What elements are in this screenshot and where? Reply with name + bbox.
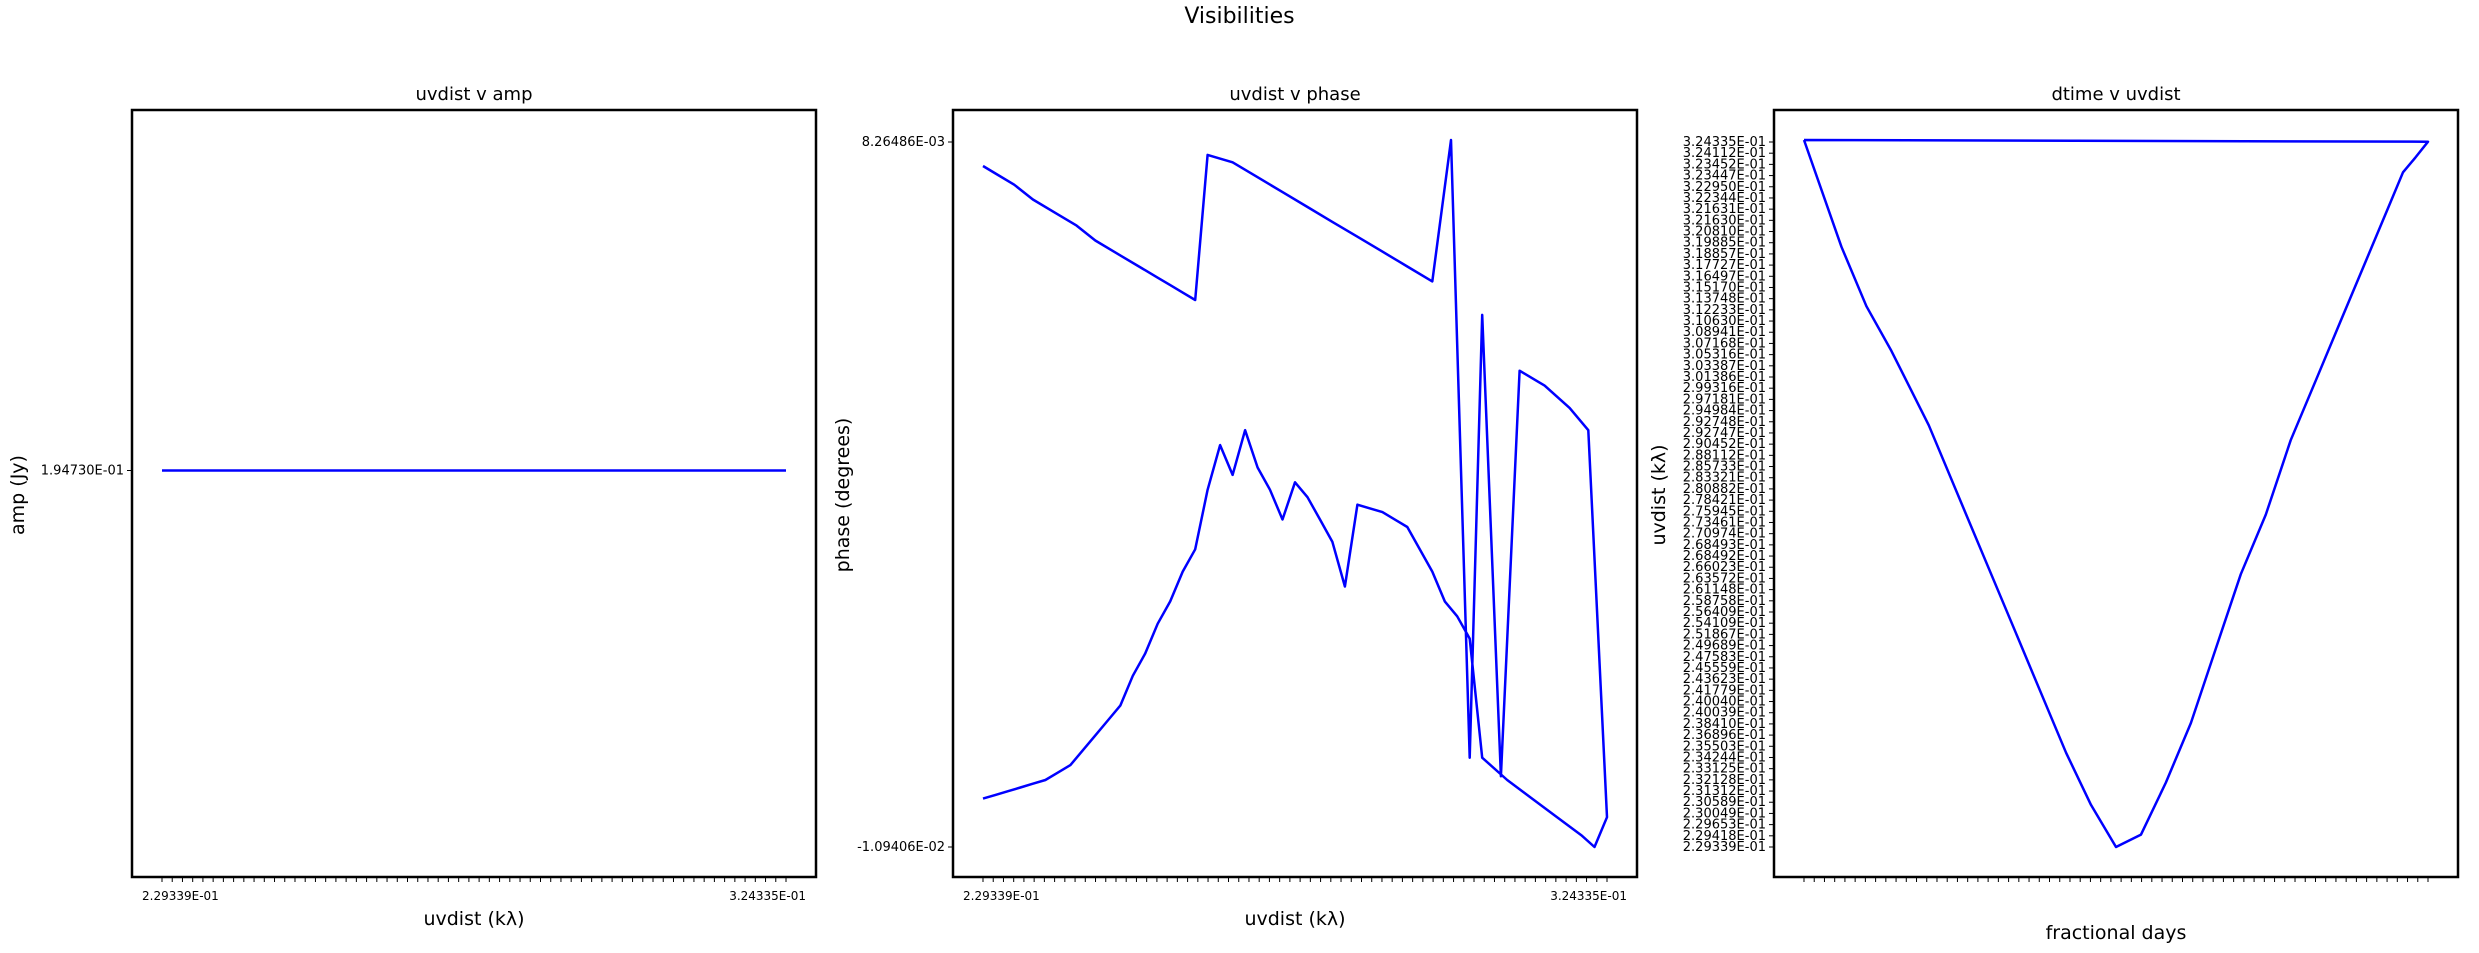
panel-3-ytick-label: 2.68492E-01	[1683, 549, 1766, 564]
panel-3-ytick-label: 2.94984E-01	[1683, 404, 1766, 419]
panel-3-ytick-label: 2.90452E-01	[1683, 437, 1766, 452]
panel-3-ytick-label: 3.21630E-01	[1683, 213, 1766, 228]
panel-3-ytick-label: 3.13748E-01	[1683, 292, 1766, 307]
panel-2-xtick-label: 3.24335E-01	[1550, 889, 1627, 903]
panel-3-ytick-label: 3.20810E-01	[1683, 225, 1766, 240]
panel-2-ytick-label: 8.26486E-03	[862, 135, 945, 150]
panel-1-xtick-label: 2.29339E-01	[142, 889, 219, 903]
panel-3-series-line	[1802, 138, 2430, 849]
panel-3-ytick-label: 3.17727E-01	[1683, 258, 1766, 273]
panel-1-xlabel: uvdist (kλ)	[423, 908, 525, 930]
panel-3-ytick-label: 3.08941E-01	[1683, 325, 1766, 340]
panel-3-ytick-label: 3.10630E-01	[1683, 314, 1766, 329]
panel-3-ytick-label: 3.16497E-01	[1683, 269, 1766, 284]
panel-3-ytick-label: 2.73461E-01	[1683, 515, 1766, 530]
panel-3-ytick-label: 2.34244E-01	[1683, 750, 1766, 765]
panel-3-ytick-label: 2.58758E-01	[1683, 594, 1766, 609]
panel-3-ytick-label: 2.54109E-01	[1683, 616, 1766, 631]
panel-3-ytick-label: 2.31312E-01	[1683, 784, 1766, 799]
panel-3-ytick-label: 2.97181E-01	[1683, 392, 1766, 407]
panel-3-ytick-label: 2.45559E-01	[1683, 661, 1766, 676]
panel-3-ytick-label: 2.92748E-01	[1683, 415, 1766, 430]
panel-3-ytick-label: 2.78421E-01	[1683, 493, 1766, 508]
panel-3-ytick-label: 3.22950E-01	[1683, 180, 1766, 195]
panel-3-ytick-label: 2.40040E-01	[1683, 695, 1766, 710]
panel-3-ytick-label: 2.75945E-01	[1683, 504, 1766, 519]
panel-3-ytick-label: 3.15170E-01	[1683, 280, 1766, 295]
panel-2-ytick-label: -1.09406E-02	[857, 840, 945, 855]
panel-3-ytick-label: 2.63572E-01	[1683, 571, 1766, 586]
panel-3-ytick-label: 2.33125E-01	[1683, 762, 1766, 777]
panel-3-ytick-label: 3.22344E-01	[1683, 191, 1766, 206]
panel-2-xlabel: uvdist (kλ)	[1244, 908, 1346, 930]
panel-3-ytick-label: 2.70974E-01	[1683, 527, 1766, 542]
panel-3-ytick-label: 3.21631E-01	[1683, 202, 1766, 217]
panel-3-ytick-label: 3.03387E-01	[1683, 359, 1766, 374]
panel-3-ytick-label: 2.83321E-01	[1683, 471, 1766, 486]
panel-3-ytick-label: 3.07168E-01	[1683, 336, 1766, 351]
panel-3-ytick-label: 2.56409E-01	[1683, 605, 1766, 620]
panel-2-xtick-label: 2.29339E-01	[963, 889, 1040, 903]
panel-3-ytick-label: 2.99316E-01	[1683, 381, 1766, 396]
panel-3-ytick-label: 2.40039E-01	[1683, 706, 1766, 721]
panel-2-frame	[951, 108, 1639, 879]
panel-3-ytick-label: 2.32128E-01	[1683, 773, 1766, 788]
figure-title: Visibilities	[1184, 4, 1295, 29]
panel-3-ytick-label: 3.01386E-01	[1683, 370, 1766, 385]
panel-3-ytick-label: 2.88112E-01	[1683, 448, 1766, 463]
panel-2-series-line	[982, 138, 1609, 849]
panel-1-frame	[130, 108, 818, 879]
panel-3-ytick-label: 2.49689E-01	[1683, 639, 1766, 654]
panel-3-ytick-label: 2.30049E-01	[1683, 806, 1766, 821]
panel-3-ytick-label: 2.35503E-01	[1683, 739, 1766, 754]
panel-3-ytick-label: 2.29418E-01	[1683, 829, 1766, 844]
panel-3-ytick-label: 2.61148E-01	[1683, 583, 1766, 598]
panel-3-ytick-label: 3.05316E-01	[1683, 348, 1766, 363]
panel-3-ytick-label: 2.41779E-01	[1683, 683, 1766, 698]
panel-3-ytick-label: 2.80882E-01	[1683, 482, 1766, 497]
panel-3-ytick-label: 3.24112E-01	[1683, 146, 1766, 161]
panel-1-title: uvdist v amp	[415, 84, 533, 105]
panel-1-xtick-label: 3.24335E-01	[729, 889, 806, 903]
panel-3-ytick-label: 2.51867E-01	[1683, 627, 1766, 642]
panel-3-frame	[1772, 108, 2460, 879]
panel-3-xlabel: fractional days	[2045, 922, 2187, 944]
panel-3-ytick-label: 2.30589E-01	[1683, 795, 1766, 810]
panel-3-ytick-label: 2.29339E-01	[1683, 840, 1766, 855]
panel-3-title: dtime v uvdist	[2051, 84, 2181, 105]
panel-2-title: uvdist v phase	[1229, 84, 1361, 105]
panel-3-ytick-label: 2.36896E-01	[1683, 728, 1766, 743]
panel-3-ytick-label: 3.24335E-01	[1683, 135, 1766, 150]
panel-3-ytick-label: 3.23447E-01	[1683, 169, 1766, 184]
panel-1-ytick-label: 1.94730E-01	[41, 463, 124, 478]
panel-3-ytick-label: 2.29653E-01	[1683, 818, 1766, 833]
panel-3-ytick-label: 3.12233E-01	[1683, 303, 1766, 318]
panel-3-ytick-label: 2.66023E-01	[1683, 560, 1766, 575]
panel-3-ytick-label: 2.43623E-01	[1683, 672, 1766, 687]
panel-3-ytick-label: 2.68493E-01	[1683, 538, 1766, 553]
panel-3-ytick-label: 3.23452E-01	[1683, 157, 1766, 172]
panel-3-ytick-label: 3.18857E-01	[1683, 247, 1766, 262]
panel-3-ytick-label: 3.19885E-01	[1683, 236, 1766, 251]
panel-3-ytick-label: 2.38410E-01	[1683, 717, 1766, 732]
panel-3-ytick-label: 2.47583E-01	[1683, 650, 1766, 665]
panel-3-ytick-label: 2.92747E-01	[1683, 426, 1766, 441]
panel-3-ytick-label: 2.85733E-01	[1683, 460, 1766, 475]
